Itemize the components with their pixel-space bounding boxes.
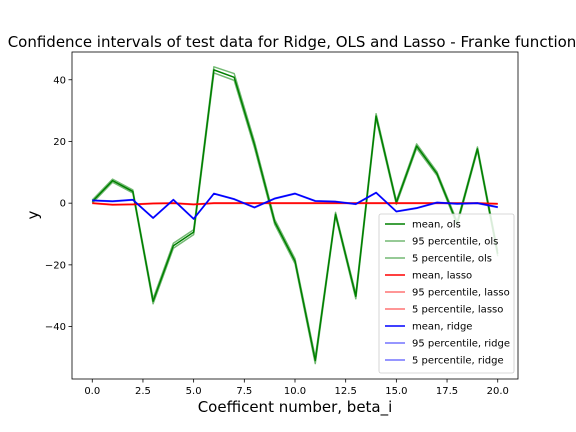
x-axis-label: Coefficent number, beta_i [198, 398, 393, 417]
y-tick-label: −40 [45, 322, 66, 333]
x-tick-label: 0.0 [84, 386, 100, 397]
y-tick-label: 40 [53, 75, 66, 86]
legend-box [378, 213, 515, 374]
y-tick-label: 0 [60, 199, 66, 210]
x-tick-label: 5.0 [186, 386, 202, 397]
chart-title: Confidence intervals of test data for Ri… [8, 33, 576, 51]
series-layer [91, 66, 499, 365]
y-axis-label: y [24, 210, 42, 219]
legend-entry-label: 5 percentile, ols [412, 254, 492, 265]
legend-entry-label: mean, ridge [412, 322, 472, 333]
y-tick-label: 20 [53, 137, 66, 148]
legend-entry-label: 5 percentile, lasso [412, 305, 503, 316]
series-line-5-percentile-ridge [92, 192, 498, 220]
legend-entry-label: 5 percentile, ridge [412, 356, 504, 367]
x-tick-label: 20.0 [487, 386, 509, 397]
x-axis: 0.0 2.5 5.0 7.5 10.0 12.5 15.0 17.5 20.0 [84, 379, 509, 397]
x-tick-label: 2.5 [135, 386, 151, 397]
legend: mean, ols 95 percentile, ols 5 percentile,… [378, 213, 515, 374]
x-tick-label: 15.0 [385, 386, 407, 397]
y-axis: −40 −20 0 20 40 [45, 75, 72, 333]
plot-area [91, 66, 499, 365]
series-line-95-percentile-ols [91, 66, 499, 359]
x-tick-label: 12.5 [335, 386, 357, 397]
legend-entry-label: mean, lasso [412, 271, 472, 282]
x-tick-label: 10.0 [284, 386, 306, 397]
series-line-5-percentile-ols [91, 72, 499, 365]
legend-entry-label: mean, ols [412, 220, 461, 231]
y-tick-label: −20 [45, 260, 66, 271]
x-tick-label: 17.5 [436, 386, 458, 397]
x-tick-label: 7.5 [236, 386, 252, 397]
legend-entry-label: 95 percentile, ridge [412, 339, 510, 350]
legend-entry-label: 95 percentile, ols [412, 237, 498, 248]
legend-entry-label: 95 percentile, lasso [412, 288, 510, 299]
